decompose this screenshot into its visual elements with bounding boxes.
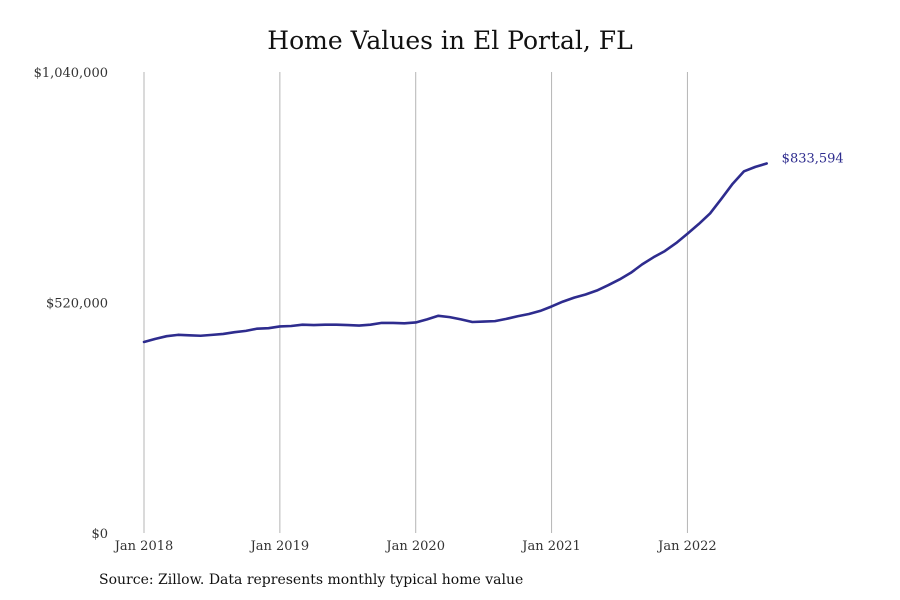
- x-tick-label: Jan 2021: [520, 539, 581, 554]
- series-line: [142, 162, 768, 344]
- y-axis: $0 $520,000 $1,040,000: [34, 66, 108, 542]
- x-tick-label: Jan 2020: [384, 539, 445, 554]
- y-tick-label: $520,000: [46, 297, 108, 312]
- end-value-label: $833,594: [782, 151, 844, 166]
- source-note: Source: Zillow. Data represents monthly …: [99, 572, 524, 588]
- gridlines: [143, 72, 688, 533]
- x-tick-label: Jan 2019: [249, 539, 310, 554]
- y-tick-label: $0: [91, 527, 108, 542]
- x-tick-label: Jan 2018: [113, 539, 174, 554]
- chart-title: Home Values in El Portal, FL: [267, 26, 633, 55]
- x-axis: Jan 2018 Jan 2019 Jan 2020 Jan 2021 Jan 2022: [113, 539, 717, 554]
- x-tick-label: Jan 2022: [656, 539, 717, 554]
- series: $833,594: [142, 151, 844, 344]
- y-tick-label: $1,040,000: [34, 66, 108, 81]
